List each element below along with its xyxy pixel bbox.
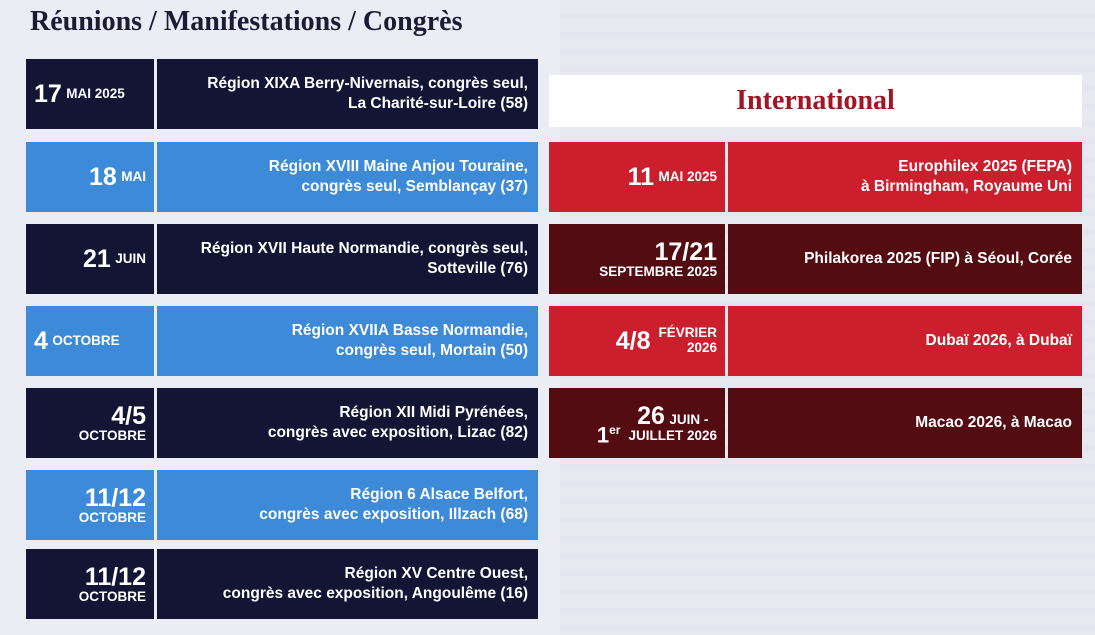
event-date-month: MAI 2025 xyxy=(658,169,717,185)
event-line-1: Région XVIII Maine Anjou Touraine, xyxy=(268,157,528,175)
event-date-day: 21 xyxy=(82,244,111,273)
event-date-day: 17/21 xyxy=(654,237,717,266)
event-description: Région 6 Alsace Belfort, congrès avec exp… xyxy=(157,470,538,540)
event-date-day: 11/12 xyxy=(84,562,146,591)
event-row: 17 MAI 2025 Région XIXA Berry-Nivernais,… xyxy=(26,59,538,129)
event-date-day: 11/12 xyxy=(84,483,146,512)
event-date-month: MAI xyxy=(121,169,146,185)
event-line-1: Europhilex 2025 (FEPA) xyxy=(898,157,1072,175)
event-row: 21 JUIN Région XVII Haute Normandie, con… xyxy=(26,224,538,294)
event-line-1: Région XII Midi Pyrénées, xyxy=(339,403,528,421)
international-event-row: 4/8 FÉVRIER 2026 Dubaï 2026, à Dubaï xyxy=(549,306,1082,376)
event-row: 4/5 OCTOBRE Région XII Midi Pyrénées, con… xyxy=(26,388,538,458)
event-line-1: Région XVIIA Basse Normandie, xyxy=(291,321,528,339)
event-description: Région XIXA Berry-Nivernais, congrès seu… xyxy=(157,59,538,129)
event-date: 11 MAI 2025 xyxy=(549,142,725,212)
event-date-month: SEPTEMBRE 2025 xyxy=(599,263,717,279)
event-date: 18 MAI xyxy=(26,142,154,212)
event-description: Europhilex 2025 (FEPA) à Birmingham, Roya… xyxy=(728,142,1082,212)
event-date-start-sup: er xyxy=(609,422,621,437)
event-date-month: MAI 2025 xyxy=(66,86,125,102)
event-line-2: congrès avec exposition, Illzach (68) xyxy=(259,506,528,523)
event-line-1: Région XVII Haute Normandie, congrès seu… xyxy=(200,239,528,257)
event-row: 11/12 OCTOBRE Région 6 Alsace Belfort, co… xyxy=(26,470,538,540)
event-date: 4/8 FÉVRIER 2026 xyxy=(549,306,725,376)
international-event-row: 11 MAI 2025 Europhilex 2025 (FEPA) à Birm… xyxy=(549,142,1082,212)
event-line-1: Dubaï 2026, à Dubaï xyxy=(925,331,1072,349)
event-date-day: 4 xyxy=(34,326,48,355)
event-line-2: à Birmingham, Royaume Uni xyxy=(860,178,1072,195)
event-date-month: OCTOBRE xyxy=(52,333,120,349)
event-description: Macao 2026, à Macao xyxy=(728,388,1082,458)
event-line-2: La Charité-sur-Loire (58) xyxy=(347,95,528,112)
event-date-month: JUIN - xyxy=(669,411,709,427)
international-event-row: 1er 26 JUIN - JUILLET 2026 Macao 2026, à… xyxy=(549,388,1082,458)
event-line-1: Philakorea 2025 (FIP) à Séoul, Corée xyxy=(804,249,1072,267)
event-line-1: Macao 2026, à Macao xyxy=(915,413,1072,431)
event-date-day: 18 xyxy=(88,162,117,191)
event-date-day: 4/8 xyxy=(615,326,651,355)
event-line-2: congrès avec exposition, Lizac (82) xyxy=(267,424,528,441)
event-date-day: 4/5 xyxy=(111,401,146,430)
event-date: 11/12 OCTOBRE xyxy=(26,470,154,540)
event-row: 11/12 OCTOBRE Région XV Centre Ouest, con… xyxy=(26,549,538,619)
international-event-row: 17/21 SEPTEMBRE 2025 Philakorea 2025 (FI… xyxy=(549,224,1082,294)
event-description: Région XVIIA Basse Normandie, congrès seu… xyxy=(157,306,538,376)
event-description: Région XVII Haute Normandie, congrès seu… xyxy=(157,224,538,294)
event-description: Philakorea 2025 (FIP) à Séoul, Corée xyxy=(728,224,1082,294)
event-line-2: congrès seul, Semblançay (37) xyxy=(301,178,528,195)
event-date: 17/21 SEPTEMBRE 2025 xyxy=(549,224,725,294)
event-description: Région XV Centre Ouest, congrès avec expo… xyxy=(157,549,538,619)
event-date: 11/12 OCTOBRE xyxy=(26,549,154,619)
event-line-1: Région 6 Alsace Belfort, xyxy=(350,485,528,503)
event-row: 18 MAI Région XVIII Maine Anjou Touraine… xyxy=(26,142,538,212)
event-date-year: 2026 xyxy=(686,340,717,355)
event-date: 4 OCTOBRE xyxy=(26,306,154,376)
event-date-month: OCTOBRE xyxy=(78,509,146,525)
event-date-day: 26 xyxy=(637,401,665,430)
event-date-start: 1 xyxy=(596,422,610,447)
event-line-2: Sotteville (76) xyxy=(427,260,528,277)
event-date-month: OCTOBRE xyxy=(78,588,146,604)
event-date: 17 MAI 2025 xyxy=(26,59,154,129)
international-title: International xyxy=(549,75,1082,127)
section-title: Réunions / Manifestations / Congrès xyxy=(30,6,463,37)
event-line-2: congrès seul, Mortain (50) xyxy=(335,342,528,359)
event-date-year: JUILLET 2026 xyxy=(628,428,717,444)
event-date: 1er 26 JUIN - JUILLET 2026 xyxy=(549,388,725,458)
event-line-2: congrès avec exposition, Angoulême (16) xyxy=(222,585,528,602)
event-date-day: 11 xyxy=(627,162,655,191)
event-line-1: Région XV Centre Ouest, xyxy=(344,564,528,582)
event-date-month: FÉVRIER xyxy=(658,325,717,341)
event-date-day: 17 xyxy=(34,79,62,108)
event-description: Région XII Midi Pyrénées, congrès avec ex… xyxy=(157,388,538,458)
event-date-month: JUIN xyxy=(115,251,146,267)
event-row: 4 OCTOBRE Région XVIIA Basse Normandie, c… xyxy=(26,306,538,376)
event-description: Région XVIII Maine Anjou Touraine, congrè… xyxy=(157,142,538,212)
event-date-month: OCTOBRE xyxy=(78,427,146,443)
event-description: Dubaï 2026, à Dubaï xyxy=(728,306,1082,376)
event-date: 4/5 OCTOBRE xyxy=(26,388,154,458)
event-date: 21 JUIN xyxy=(26,224,154,294)
event-line-1: Région XIXA Berry-Nivernais, congrès seu… xyxy=(207,74,528,92)
